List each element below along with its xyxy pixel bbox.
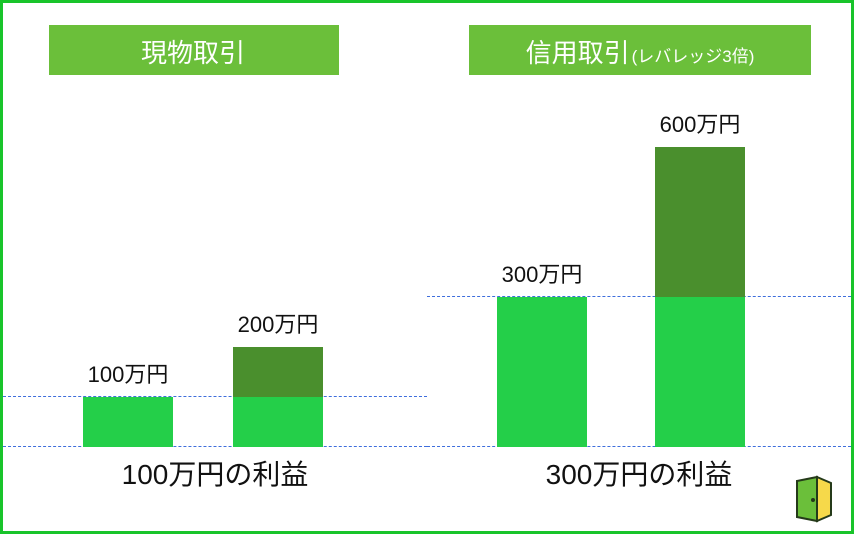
- guide-line: [427, 296, 851, 297]
- title-main-margin: 信用取引: [526, 33, 630, 70]
- comparison-frame: 現物取引 100万円200万円 100万円の利益 信用取引 (レバレッジ3倍) …: [0, 0, 854, 534]
- title-sub-margin: (レバレッジ3倍): [632, 42, 755, 67]
- bar-segment: [83, 397, 173, 447]
- bar-value-label: 600万円: [610, 107, 790, 139]
- bar-segment: [655, 147, 745, 297]
- panel-margin-trading: 信用取引 (レバレッジ3倍) 300万円600万円 300万円の利益: [427, 3, 851, 531]
- bar-value-label: 100万円: [38, 357, 218, 389]
- bar-segment: [233, 397, 323, 447]
- door-logo-icon: [787, 473, 839, 525]
- title-badge-margin: 信用取引 (レバレッジ3倍): [469, 25, 811, 75]
- title-badge-spot: 現物取引: [49, 25, 339, 75]
- panel-spot-trading: 現物取引 100万円 200万円 100万円の利益: [3, 3, 427, 531]
- bar-segment: [233, 347, 323, 397]
- guide-line: [3, 396, 427, 397]
- caption-spot: 100万円の利益: [3, 453, 427, 493]
- bar-value-label: 300万円: [452, 257, 632, 289]
- title-main-spot: 現物取引: [141, 33, 245, 70]
- chart-area-margin: 300万円 600万円: [427, 87, 851, 447]
- bar-value-label: 200万円: [188, 307, 368, 339]
- bar-segment: [655, 297, 745, 447]
- guide-line: [3, 446, 427, 447]
- chart-area-spot: 100万円 200万円: [3, 87, 427, 447]
- guide-line: [427, 446, 851, 447]
- bar-segment: [497, 297, 587, 447]
